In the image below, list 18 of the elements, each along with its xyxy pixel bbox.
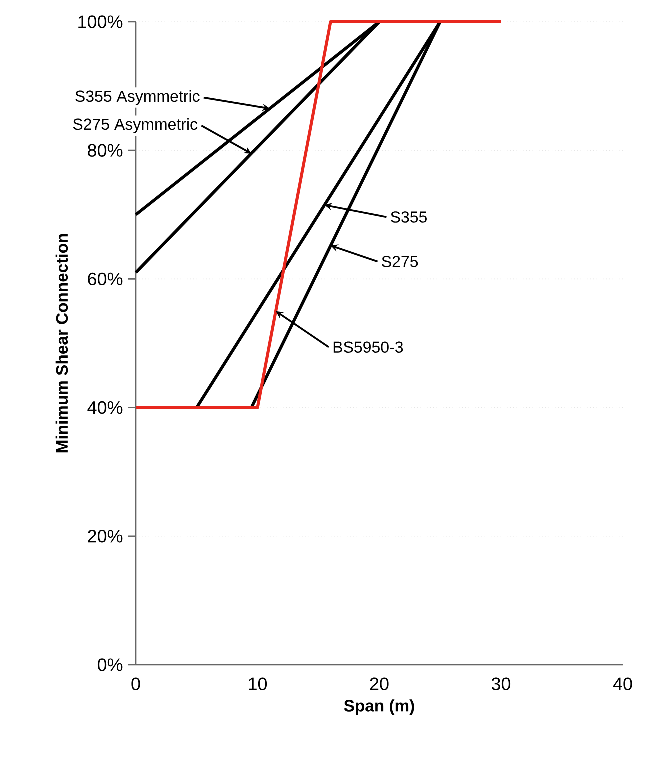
y-axis-title: Minimum Shear Connection <box>56 234 68 453</box>
annotation: S355 Asymmetric <box>76 90 200 106</box>
y-tick-label: 0% <box>98 658 123 672</box>
y-tick-label: 80% <box>88 144 123 157</box>
y-tick-label: 20% <box>88 530 123 543</box>
x-axis-title: Span (m) <box>344 700 414 716</box>
y-tick-label: 100% <box>78 16 123 28</box>
annotation: S275 <box>382 256 418 268</box>
x-tick-label: 30 <box>492 678 511 690</box>
y-tick-label: 40% <box>88 401 123 414</box>
annotation: S275 Asymmetric <box>73 118 198 134</box>
annotation: BS5950-3 <box>334 342 404 353</box>
y-tick-label: 60% <box>88 272 123 286</box>
x-tick-label: 0 <box>132 678 140 690</box>
annotation: S355 <box>391 212 427 223</box>
x-tick-label: 20 <box>370 678 389 690</box>
x-tick-label: 40 <box>613 678 632 690</box>
x-tick-label: 10 <box>249 678 268 690</box>
